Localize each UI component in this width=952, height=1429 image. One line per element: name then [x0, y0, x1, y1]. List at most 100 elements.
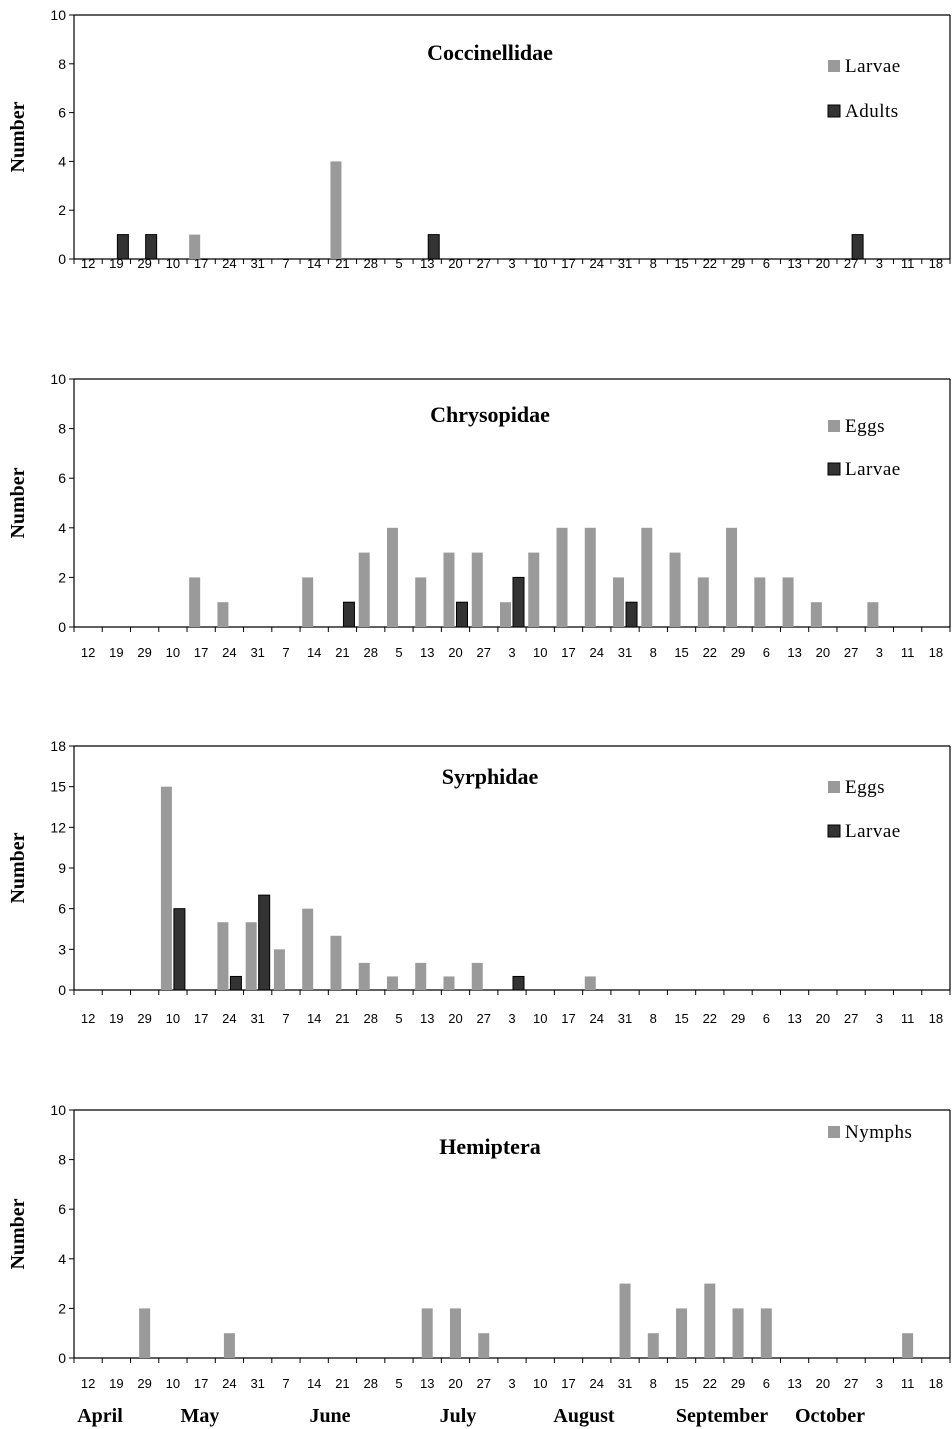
x-tick-label: 31 [250, 1376, 264, 1391]
legend-item-eggs: Eggs [828, 777, 885, 798]
x-tick-label: 18 [929, 1011, 943, 1026]
bar-adults [116, 234, 129, 260]
bar-eggs [782, 577, 794, 627]
legend-item-eggs: Eggs [828, 416, 885, 437]
bar-eggs [386, 976, 398, 990]
x-tick-label: 31 [250, 645, 264, 660]
legend-label: Eggs [845, 416, 885, 437]
y-tick-label: 0 [58, 619, 66, 635]
x-tick-label: 22 [703, 645, 717, 660]
x-tick-label: 8 [650, 645, 657, 660]
bar-adults [851, 234, 864, 260]
x-tick-label: 24 [590, 256, 604, 271]
y-tick-label: 12 [50, 819, 66, 835]
bar-eggs [584, 976, 596, 990]
x-tick-label: 29 [731, 256, 745, 271]
y-tick-label: 2 [58, 202, 66, 218]
bar-eggs [330, 935, 342, 990]
bar-larvae [455, 601, 468, 628]
x-tick-label: 29 [137, 645, 151, 660]
x-tick-label: 14 [307, 256, 321, 271]
bar-eggs [867, 602, 879, 627]
x-tick-label: 15 [674, 1376, 688, 1391]
x-tick-label: 10 [533, 645, 547, 660]
x-tick-label: 31 [250, 1011, 264, 1026]
bar-adults [145, 234, 158, 260]
x-tick-label: 10 [533, 1376, 547, 1391]
x-tick-label: 11 [901, 256, 915, 271]
bar-nymphs [619, 1283, 631, 1358]
x-tick-label: 15 [674, 1011, 688, 1026]
x-tick-label: 27 [477, 645, 491, 660]
bar-eggs [726, 527, 738, 627]
x-tick-label: 29 [731, 1376, 745, 1391]
x-tick-label: 19 [109, 256, 123, 271]
legend-label: Larvae [845, 821, 901, 842]
bar-larvae [258, 894, 271, 991]
x-tick-label: 17 [194, 256, 208, 271]
x-tick-label: 24 [222, 256, 236, 271]
bar-larvae [229, 975, 242, 991]
x-tick-label: 28 [363, 256, 377, 271]
y-tick-label: 18 [50, 738, 66, 754]
bar-eggs [810, 602, 822, 627]
bar-eggs [415, 962, 427, 990]
y-tick-label: 8 [58, 421, 66, 437]
bar-eggs [471, 962, 483, 990]
x-tick-label: 17 [561, 256, 575, 271]
y-axis-label: Number [7, 1198, 29, 1269]
x-tick-label: 18 [929, 256, 943, 271]
bar-eggs [443, 552, 455, 627]
x-tick-label: 19 [109, 1011, 123, 1026]
y-tick-label: 0 [58, 982, 66, 998]
bar-eggs [669, 552, 681, 627]
y-axis-label: Number [7, 467, 29, 538]
legend-label: Nymphs [845, 1122, 912, 1143]
x-tick-label: 31 [618, 1376, 632, 1391]
x-tick-label: 6 [763, 256, 770, 271]
bar-larvae [342, 601, 355, 628]
x-tick-label: 11 [901, 645, 915, 660]
month-label-may: May [181, 1405, 220, 1427]
x-tick-label: 29 [137, 1011, 151, 1026]
legend-swatch [827, 104, 841, 118]
y-tick-label: 10 [50, 371, 66, 387]
y-axis-label: Number [7, 101, 29, 172]
y-tick-label: 3 [58, 941, 66, 957]
x-tick-label: 24 [222, 645, 236, 660]
x-tick-label: 21 [335, 256, 349, 271]
y-tick-label: 6 [58, 105, 66, 121]
bar-eggs [471, 552, 483, 627]
x-tick-label: 7 [282, 256, 289, 271]
legend-item-nymphs: Nymphs [828, 1122, 912, 1143]
x-tick-label: 29 [731, 645, 745, 660]
x-tick-label: 10 [166, 1376, 180, 1391]
y-tick-label: 8 [58, 56, 66, 72]
x-tick-label: 29 [731, 1011, 745, 1026]
x-tick-label: 13 [787, 256, 801, 271]
x-tick-label: 17 [561, 1011, 575, 1026]
legend-item-larvae: Larvae [828, 56, 900, 77]
y-tick-label: 4 [58, 1251, 66, 1267]
x-tick-label: 17 [194, 1376, 208, 1391]
month-label-april: April [77, 1405, 123, 1427]
x-tick-label: 7 [282, 645, 289, 660]
bar-nymphs [139, 1308, 151, 1358]
y-tick-label: 2 [58, 569, 66, 585]
y-tick-label: 4 [58, 520, 66, 536]
x-tick-label: 20 [448, 645, 462, 660]
y-tick-label: 2 [58, 1300, 66, 1316]
bar-nymphs [223, 1333, 235, 1358]
x-tick-label: 7 [282, 1011, 289, 1026]
bar-eggs [217, 602, 229, 627]
month-label-september: September [676, 1405, 768, 1427]
bar-adults [427, 234, 440, 260]
x-tick-label: 24 [222, 1376, 236, 1391]
x-tick-label: 28 [363, 645, 377, 660]
x-tick-label: 22 [703, 1011, 717, 1026]
x-tick-label: 20 [816, 645, 830, 660]
y-axis-label: Number [7, 832, 29, 903]
bar-eggs [217, 922, 229, 990]
